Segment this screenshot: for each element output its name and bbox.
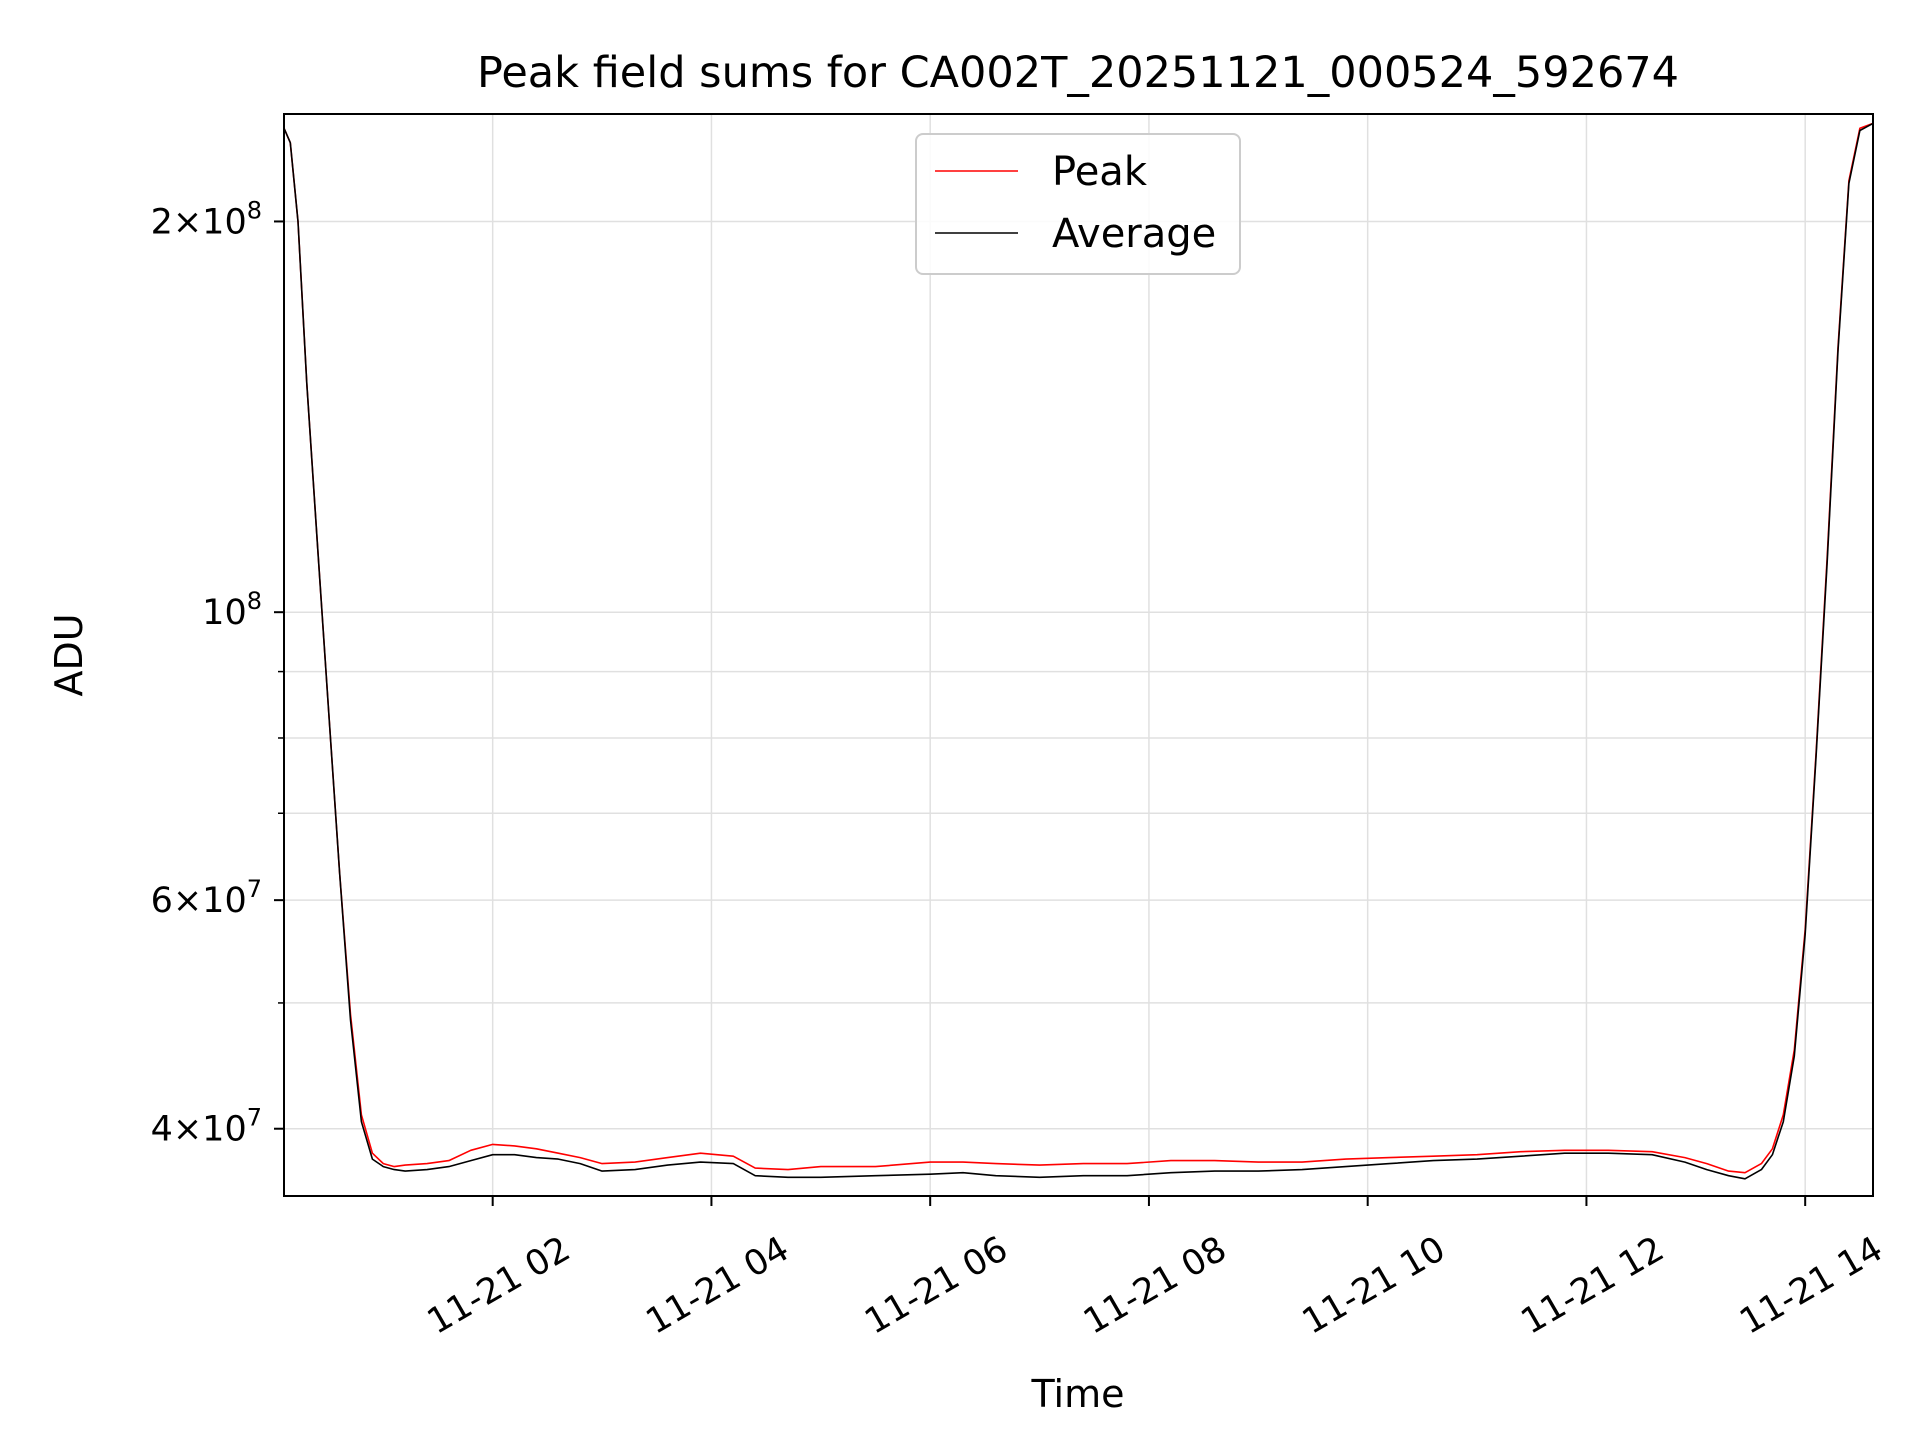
chart-title: Peak field sums for CA002T_20251121_0005…	[477, 48, 1679, 98]
y-tick-label-1: 6×107	[151, 875, 262, 921]
y-tick-label-2: 108	[202, 587, 262, 633]
series-line-peak	[283, 122, 1874, 1174]
y-axis-label: ADU	[47, 613, 91, 696]
series-lines	[283, 122, 1874, 1180]
y-tick-label-0: 4×107	[151, 1104, 262, 1150]
legend-label-peak: Peak	[1052, 149, 1148, 195]
x-axis-label: Time	[1031, 1372, 1125, 1416]
legend: Peak Average	[915, 133, 1241, 275]
y-axis-ticks: 4×107 6×107 108 2×108	[151, 196, 284, 1150]
series-line-average	[283, 122, 1874, 1180]
legend-label-average: Average	[1052, 211, 1216, 257]
plot-frame	[283, 113, 1874, 1197]
y-tick-label-3: 2×108	[151, 196, 262, 242]
legend-box	[915, 133, 1241, 275]
